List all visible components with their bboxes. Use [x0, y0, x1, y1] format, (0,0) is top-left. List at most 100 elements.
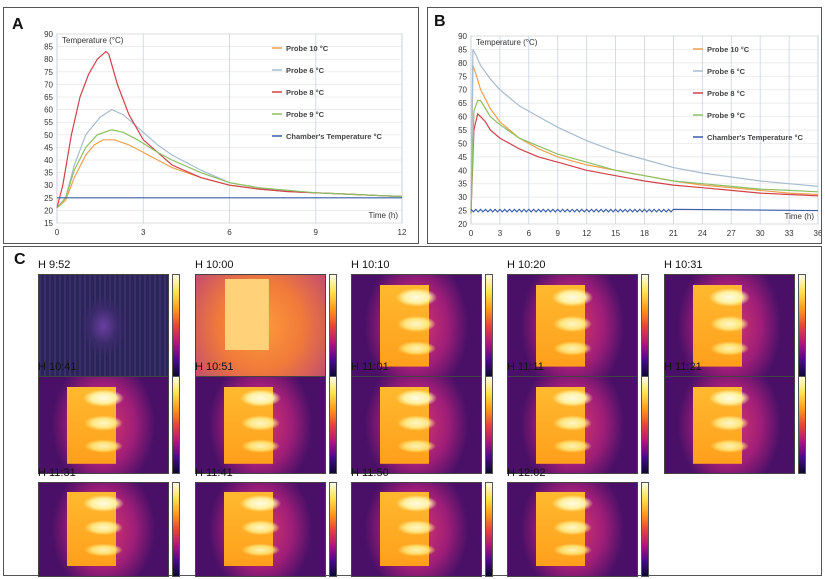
thermal-frame: H 10:10 — [351, 259, 501, 379]
color-scale-bar — [641, 376, 649, 474]
thermal-frame-time-label: H 11:01 — [351, 361, 389, 373]
chart-a-y-tick-label: 70 — [44, 80, 53, 89]
thermal-frame: H 10:31 — [664, 259, 814, 379]
chart-a-y-axis-label: Temperature (°C) — [62, 36, 124, 45]
chart-b-y-tick-label: 85 — [458, 45, 467, 54]
color-scale-bar — [172, 482, 180, 577]
chart-a-y-tick-label: 60 — [44, 106, 53, 115]
chart-a-y-tick-label: 25 — [44, 194, 53, 203]
chart-b-y-tick-label: 65 — [458, 99, 467, 108]
thermal-image — [507, 274, 638, 378]
chart-a-x-tick-label: 0 — [55, 228, 60, 237]
chart-a: 15 20 25 30 35 40 45 50 55 60 65 70 75 80 85 90 0 3 6 9 12 Te… — [44, 30, 407, 237]
thermal-frame-time-label: H 10:31 — [664, 259, 703, 271]
thermal-image — [507, 376, 638, 474]
thermal-frame: H 11:11 — [507, 361, 657, 475]
thermal-image — [195, 482, 326, 577]
thermal-frame-time-label: H 10:20 — [507, 259, 546, 271]
chart-a-y-tick-label: 50 — [44, 131, 53, 140]
chart-b-y-tick-label: 75 — [458, 72, 467, 81]
chart-a-y-tick-label: 90 — [44, 30, 53, 39]
chart-b-x-tick-label: 21 — [669, 229, 678, 238]
thermal-frame-time-label: H 9:52 — [38, 259, 71, 271]
thermal-image — [38, 376, 169, 474]
chart-b-legend-entry: Chamber's Temperature °C — [707, 133, 804, 142]
chart-a-x-tick-label: 12 — [398, 228, 407, 237]
thermal-frame: H 11:21 — [664, 361, 814, 475]
chart-b-series-line-4 — [470, 208, 819, 213]
chart-b-series-line-2 — [470, 112, 819, 214]
chart-b-series-line-0 — [470, 65, 819, 214]
chart-a-y-tick-label: 75 — [44, 68, 53, 77]
chart-b-y-tick-label: 70 — [458, 86, 467, 95]
thermal-frame-time-label: H 12:02 — [507, 467, 546, 479]
chart-b-y-tick-label: 30 — [458, 193, 467, 202]
chart-b-y-tick-label: 35 — [458, 180, 467, 189]
thermal-image — [507, 482, 638, 577]
color-scale-bar — [485, 482, 493, 577]
thermal-frame: H 10:00 — [195, 259, 345, 379]
thermal-frame-time-label: H 11:50 — [351, 467, 389, 479]
chart-a-legend-entry: Probe 8 °C — [286, 88, 325, 97]
chart-b-y-tick-label: 25 — [458, 207, 467, 216]
chart-a-y-tick-label: 15 — [44, 219, 53, 228]
thermal-frame: H 11:50 — [351, 467, 501, 578]
panel-a: A 15 20 25 30 35 40 45 50 55 60 65 70 75 80 85 90 0 3 6 9 12… — [3, 7, 419, 244]
chart-b-y-tick-label: 60 — [458, 113, 467, 122]
chart-b-y-tick-label: 50 — [458, 139, 467, 148]
chart-b-x-tick-label: 15 — [611, 229, 620, 238]
chart-b-x-tick-label: 36 — [814, 229, 821, 238]
chart-b-x-tick-label: 27 — [727, 229, 736, 238]
color-scale-bar — [172, 376, 180, 474]
chart-b-series-line-1 — [470, 49, 819, 214]
color-scale-bar — [641, 482, 649, 577]
chart-b-x-tick-label: 0 — [469, 229, 474, 238]
chart-a-y-tick-label: 40 — [44, 156, 53, 165]
chart-b-x-tick-label: 6 — [527, 229, 532, 238]
color-scale-bar — [329, 376, 337, 474]
thermal-frame: H 12:02 — [507, 467, 657, 578]
chart-b-x-axis-label: Time (h) — [785, 212, 815, 221]
chart-a-x-axis-label: Time (h) — [369, 211, 399, 220]
chart-a-legend-entry: Probe 9 °C — [286, 110, 325, 119]
thermal-image — [351, 274, 482, 378]
thermal-frame-time-label: H 10:41 — [38, 361, 77, 373]
thermal-frame: H 10:51 — [195, 361, 345, 475]
chart-a-y-tick-label: 35 — [44, 169, 53, 178]
chart-b-y-tick-label: 40 — [458, 166, 467, 175]
chart-a-series-line-3 — [56, 129, 403, 209]
color-scale-bar — [485, 376, 493, 474]
chart-b-legend-entry: Probe 6 °C — [707, 67, 746, 76]
panel-label-b: B — [434, 13, 446, 30]
chart-a-y-tick-label: 65 — [44, 93, 53, 102]
thermal-frame-time-label: H 10:51 — [195, 361, 234, 373]
chart-a-y-tick-label: 20 — [44, 206, 53, 215]
thermal-frame-time-label: H 11:41 — [195, 467, 233, 479]
thermal-image — [351, 376, 482, 474]
thermal-frame-time-label: H 11:21 — [664, 361, 702, 373]
thermal-frame: H 10:20 — [507, 259, 657, 379]
panel-c: C H 9:52 H 10:00 H 10:10 H 10:20 H 10:31 H 10… — [3, 246, 822, 578]
chart-a-legend-entry: Probe 6 °C — [286, 66, 325, 75]
thermal-frame: H 9:52 — [38, 259, 188, 379]
chart-b-legend-entry: Probe 9 °C — [707, 111, 746, 120]
chart-a-x-tick-label: 3 — [141, 228, 146, 237]
thermal-image — [664, 274, 795, 378]
chart-b-legend-entry: Probe 10 °C — [707, 45, 750, 54]
chart-b-y-tick-label: 20 — [458, 220, 467, 229]
chart-b-y-tick-label: 80 — [458, 59, 467, 68]
thermal-frame: H 11:31 — [38, 467, 188, 578]
thermal-frame: H 11:01 — [351, 361, 501, 475]
thermal-image — [664, 376, 795, 474]
chart-b-x-tick-label: 33 — [785, 229, 794, 238]
chart-b-y-tick-label: 45 — [458, 153, 467, 162]
chart-a-x-tick-label: 9 — [314, 228, 319, 237]
chart-b-x-tick-label: 12 — [582, 229, 591, 238]
chart-b-x-tick-label: 3 — [498, 229, 503, 238]
thermal-image — [351, 482, 482, 577]
color-scale-bar — [798, 376, 806, 474]
chart-a-legend-entry: Probe 10 °C — [286, 44, 329, 53]
chart-b-x-tick-label: 30 — [756, 229, 765, 238]
chart-a-y-tick-label: 85 — [44, 43, 53, 52]
